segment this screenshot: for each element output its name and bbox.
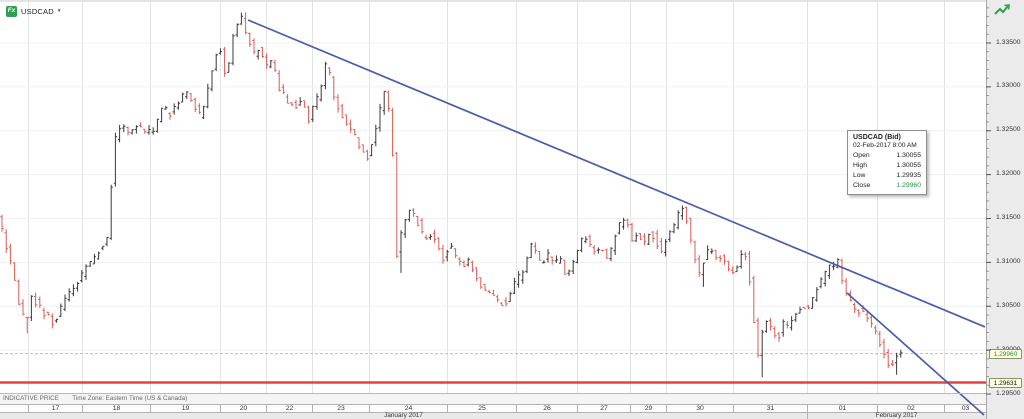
tooltip-open-row: Open 1.30055: [853, 151, 921, 161]
date-cell: 25: [447, 405, 516, 414]
date-cell: 23: [312, 405, 369, 414]
open-label: Open: [853, 152, 870, 159]
tooltip-title: USDCAD (Bid): [853, 134, 901, 141]
trend-arrow-icon[interactable]: [994, 4, 1011, 16]
close-value: 1.29960: [896, 181, 921, 189]
timezone-label: Time Zone: Eastern Time (US & Canada): [72, 395, 188, 402]
price-tick-label: 1.31500: [996, 214, 1021, 221]
price-tick-label: 1.32000: [996, 170, 1021, 178]
date-cell: 27: [577, 405, 630, 414]
high-label: High: [853, 161, 867, 169]
instrument-selector[interactable]: Fx USDCAD ▼: [6, 5, 61, 17]
month-row: January 2017 February 2017: [0, 412, 986, 419]
price-tick-label: 1.29500: [996, 389, 1021, 397]
ohlc-tooltip: USDCAD (Bid) 02-Feb-2017 8:00 AM Open 1.…: [847, 130, 927, 196]
indicative-price-label: INDICATIVE PRICE: [3, 395, 59, 402]
date-cell: 20: [220, 405, 266, 414]
fx-instrument-icon: Fx: [6, 5, 17, 17]
date-row: 17 18 19 20 22 23 24 25 26 27 29 30 31 01 02 03: [0, 404, 986, 414]
tooltip-timestamp: 02-Feb-2017 8:00 AM: [853, 142, 917, 149]
tooltip-close-row: Close 1.29960: [853, 181, 921, 191]
ohlc-bars[interactable]: [0, 12, 903, 378]
price-tick-label: 1.30500: [996, 301, 1021, 309]
date-cell: 18: [82, 405, 150, 414]
tooltip-high-row: High 1.30055: [853, 161, 921, 171]
current-price-price-badge: 1.29960: [989, 348, 1022, 359]
month-label-february: February 2017: [875, 412, 918, 419]
close-label: Close: [853, 181, 871, 189]
symbol-label: USDCAD: [21, 6, 54, 16]
date-cell: 31: [733, 405, 807, 414]
date-cell: 30: [666, 405, 733, 414]
date-cell: 24: [369, 405, 447, 414]
chart-grid: [0, 0, 986, 395]
date-cell: 29: [630, 405, 666, 414]
low-value: 1.29935: [896, 171, 921, 179]
price-tick-label: 1.33000: [996, 82, 1021, 90]
price-axis[interactable]: 1.33500 1.33000 1.32500 1.32000 1.31500 1.310…: [986, 0, 1024, 419]
date-cell: 22: [266, 405, 312, 414]
open-value: 1.30055: [896, 152, 921, 159]
month-label-january: January 2017: [384, 412, 423, 419]
month-divider: [807, 404, 808, 419]
high-value: 1.30055: [896, 161, 921, 169]
price-tick-label: 1.33500: [996, 38, 1021, 46]
time-axis: INDICATIVE PRICE Time Zone: Eastern Time…: [0, 393, 986, 419]
price-tick-label: 1.31000: [996, 257, 1021, 265]
date-cell: 26: [516, 405, 577, 414]
tooltip-low-row: Low 1.29935: [853, 171, 921, 181]
date-cell: 17: [28, 405, 82, 414]
indicative-price-note: INDICATIVE PRICE Time Zone: Eastern Time…: [0, 393, 986, 404]
low-label: Low: [853, 171, 866, 179]
support-price-badge: 1.29631: [989, 377, 1022, 388]
chevron-down-icon[interactable]: ▼: [56, 7, 62, 13]
date-cell: 19: [150, 405, 220, 414]
price-tick-label: 1.32500: [996, 126, 1021, 134]
window-top-strip: [0, 0, 1024, 2]
